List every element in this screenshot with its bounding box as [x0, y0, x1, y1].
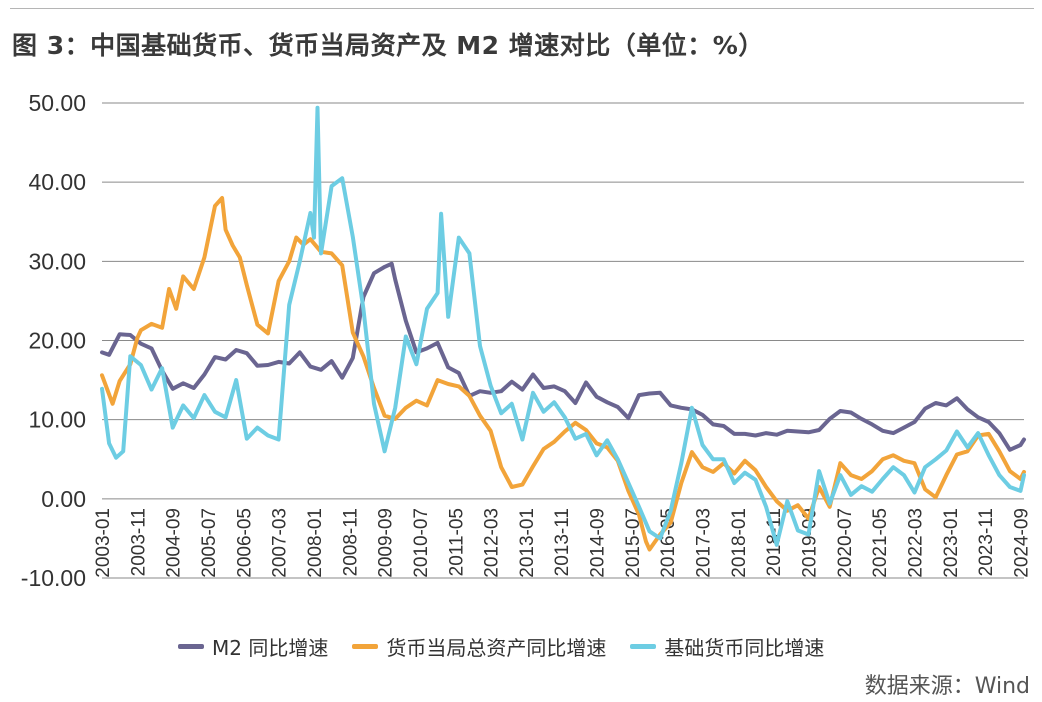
- legend-item-m2: M2 同比增速: [178, 632, 328, 661]
- legend-swatch-base-money: [630, 644, 657, 649]
- y-tick-label: 50.00: [28, 90, 86, 116]
- x-tick-label: 2010-07: [411, 508, 432, 578]
- x-tick-label: 2012-03: [482, 508, 503, 578]
- x-tick-label: 2009-09: [376, 508, 397, 578]
- x-tick-label: 2017-03: [694, 508, 715, 578]
- x-tick-label: 2024-09: [1011, 508, 1032, 578]
- x-tick-label: 2008-11: [340, 508, 361, 576]
- series-line-0: [100, 261, 1026, 452]
- top-rule: [10, 8, 1034, 9]
- x-tick-label: 2003-11: [128, 508, 149, 576]
- x-tick-label: 2014-09: [588, 508, 609, 578]
- x-tick-label: 2015-07: [623, 508, 644, 578]
- legend-label-base-money: 基础货币同比增速: [664, 636, 825, 660]
- x-tick-label: 2019-09: [800, 508, 821, 578]
- legend-swatch-total-assets: [352, 644, 379, 649]
- x-tick-label: 2008-01: [305, 508, 326, 578]
- y-tick-label: -10.00: [21, 565, 86, 591]
- x-tick-label: 2013-11: [552, 508, 573, 576]
- legend-item-total-assets: 货币当局总资产同比增速: [352, 632, 606, 661]
- x-tick-label: 2005-07: [199, 508, 220, 578]
- x-tick-label: 2003-01: [93, 508, 114, 578]
- x-tick-label: 2021-05: [870, 508, 891, 578]
- x-tick-label: 2011-05: [446, 508, 467, 576]
- legend-label-m2: M2 同比增速: [212, 636, 329, 660]
- x-tick-label: 2018-01: [729, 508, 750, 578]
- chart-title: 图 3：中国基础货币、货币当局资产及 M2 增速对比（单位：%）: [12, 31, 764, 60]
- y-tick-label: 10.00: [28, 407, 86, 433]
- x-tick-label: 2004-09: [164, 508, 185, 578]
- x-tick-label: 2020-07: [835, 508, 856, 578]
- series-line-2: [100, 105, 1026, 547]
- x-tick-label: 2006-05: [234, 508, 255, 578]
- x-tick-label: 2022-03: [905, 508, 926, 578]
- y-tick-label: 0.00: [41, 486, 86, 512]
- x-tick-label: 2007-03: [270, 508, 291, 578]
- x-tick-label: 2013-01: [517, 508, 538, 578]
- y-tick-label: 20.00: [28, 328, 86, 354]
- legend: M2 同比增速 货币当局总资产同比增速 基础货币同比增速: [178, 632, 824, 661]
- x-tick-label: 2023-11: [976, 508, 997, 576]
- x-tick-label: 2023-01: [941, 508, 962, 578]
- series-line-1: [100, 196, 1026, 552]
- legend-item-base-money: 基础货币同比增速: [630, 632, 824, 661]
- source-note: 数据来源：Wind: [864, 674, 1030, 699]
- legend-swatch-m2: [178, 644, 204, 649]
- y-tick-label: 30.00: [28, 248, 86, 274]
- legend-label-total-assets: 货币当局总资产同比增速: [386, 636, 607, 660]
- y-tick-label: 40.00: [28, 169, 86, 195]
